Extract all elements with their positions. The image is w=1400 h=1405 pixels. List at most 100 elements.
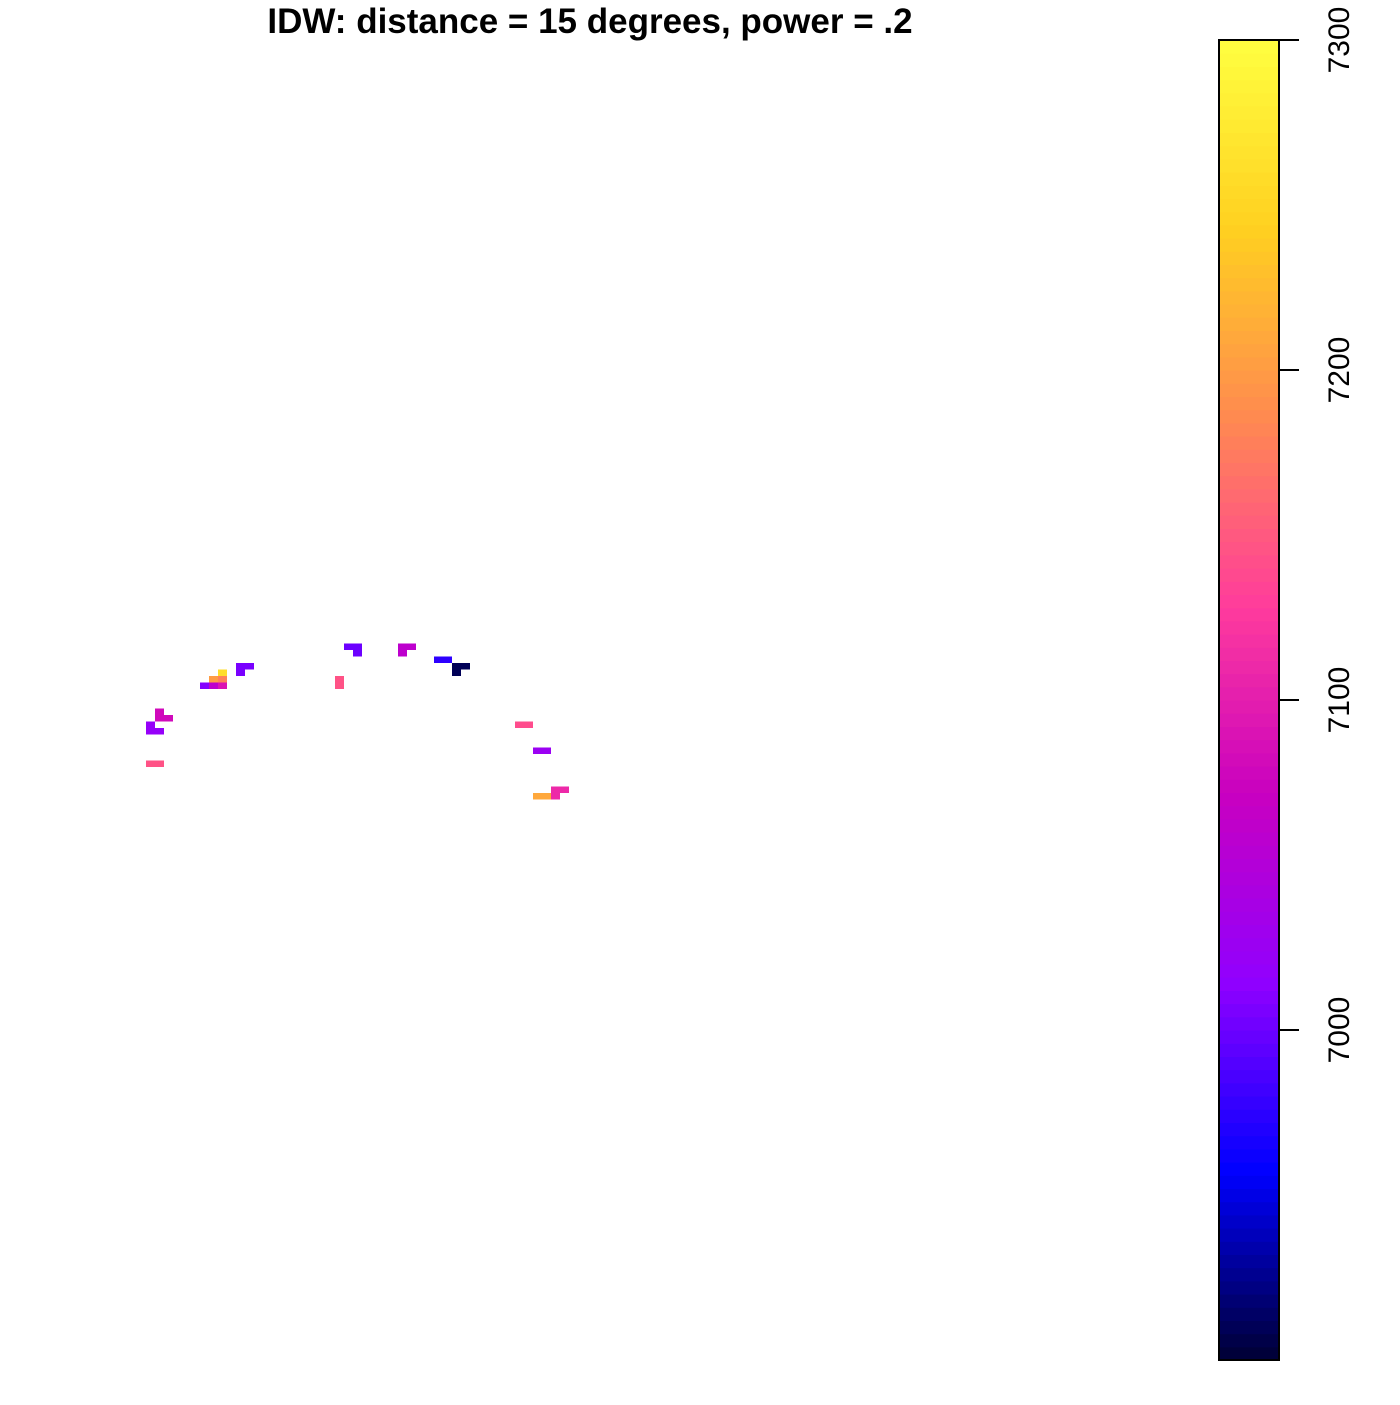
colorbar-band xyxy=(1219,898,1279,912)
colorbar-band xyxy=(1219,977,1279,991)
heatmap-cell xyxy=(452,663,461,670)
heatmap-cell xyxy=(524,721,533,728)
heatmap-cell xyxy=(245,663,254,670)
colorbar-band xyxy=(1219,845,1279,859)
colorbar-band xyxy=(1219,1003,1279,1018)
heatmap-cell xyxy=(443,656,452,663)
colorbar-band xyxy=(1219,356,1279,371)
heatmap-cell xyxy=(542,747,551,754)
colorbar-band xyxy=(1219,211,1279,226)
colorbar-band xyxy=(1219,330,1279,345)
colorbar-band xyxy=(1219,1082,1279,1097)
colorbar-band xyxy=(1219,264,1279,279)
heatmap-cell xyxy=(218,669,227,676)
colorbar-band xyxy=(1219,1320,1279,1335)
colorbar-band xyxy=(1219,1346,1279,1361)
colorbar-band xyxy=(1219,541,1279,556)
heatmap-cell xyxy=(515,721,524,728)
heatmap-cell xyxy=(155,708,164,715)
heatmap-cell xyxy=(560,786,569,793)
colorbar-band xyxy=(1219,224,1279,239)
colorbar-band xyxy=(1219,1254,1279,1269)
colorbar-band xyxy=(1219,422,1279,437)
colorbar-band xyxy=(1219,713,1279,727)
colorbar-band xyxy=(1219,620,1279,635)
heatmap-cell xyxy=(452,669,461,676)
colorbar-ticks: 7000 7100 7200 7300 xyxy=(1279,7,1356,1063)
colorbar-band xyxy=(1219,686,1279,701)
colorbar-band xyxy=(1219,370,1279,384)
heatmap-cell xyxy=(218,676,227,683)
heatmap-cell xyxy=(155,760,164,767)
colorbar-band xyxy=(1219,1267,1279,1282)
heatmap-cell xyxy=(209,682,218,689)
colorbar-band xyxy=(1219,1069,1279,1084)
colorbar-bands xyxy=(1219,40,1279,1361)
colorbar-band xyxy=(1219,396,1279,411)
colorbar-band xyxy=(1219,436,1279,450)
colorbar-band xyxy=(1219,792,1279,807)
heatmap-cell xyxy=(236,669,245,676)
colorbar-band xyxy=(1219,871,1279,886)
colorbar-band xyxy=(1219,475,1279,490)
heatmap-cell xyxy=(407,643,416,650)
colorbar-tick-label: 7200 xyxy=(1323,337,1356,404)
colorbar-band xyxy=(1219,581,1279,595)
colorbar-band xyxy=(1219,185,1279,199)
colorbar-band xyxy=(1219,700,1279,714)
heatmap-cell xyxy=(218,682,227,689)
heatmap-cell xyxy=(344,643,353,650)
colorbar-band xyxy=(1219,554,1279,569)
colorbar-band xyxy=(1219,317,1279,331)
colorbar-band xyxy=(1219,1175,1279,1189)
colorbar-band xyxy=(1219,119,1279,133)
heatmap-cell xyxy=(533,793,542,800)
colorbar-band xyxy=(1219,198,1279,213)
colorbar-band xyxy=(1219,673,1279,688)
colorbar-band xyxy=(1219,528,1279,543)
colorbar-band xyxy=(1219,145,1279,160)
colorbar-band xyxy=(1219,1188,1279,1203)
colorbar-band xyxy=(1219,172,1279,186)
heatmap-cell xyxy=(551,793,560,800)
colorbar-band xyxy=(1219,1030,1279,1044)
colorbar-band xyxy=(1219,449,1279,463)
colorbar-band xyxy=(1219,53,1279,67)
colorbar-band xyxy=(1219,238,1279,252)
colorbar-band xyxy=(1219,634,1279,648)
colorbar-band xyxy=(1219,251,1279,265)
colorbar-band xyxy=(1219,106,1279,120)
colorbar-band xyxy=(1219,1241,1279,1255)
colorbar-band xyxy=(1219,1135,1279,1150)
colorbar-band xyxy=(1219,818,1279,833)
colorbar-band xyxy=(1219,1148,1279,1163)
heatmap-cell xyxy=(155,715,164,722)
heatmap-cell xyxy=(200,682,209,689)
colorbar-band xyxy=(1219,660,1279,675)
colorbar-band xyxy=(1219,990,1279,1005)
heatmap-cell xyxy=(542,793,551,800)
colorbar-band xyxy=(1219,752,1279,767)
colorbar-band xyxy=(1219,1122,1279,1137)
heatmap-cell xyxy=(461,663,470,670)
colorbar-band xyxy=(1219,304,1279,318)
heatmap-cell xyxy=(353,650,362,657)
colorbar-band xyxy=(1219,79,1279,94)
heatmap-cells xyxy=(146,643,569,800)
colorbar-band xyxy=(1219,805,1279,820)
heatmap-cell xyxy=(146,721,155,728)
colorbar-band xyxy=(1219,158,1279,173)
colorbar-band xyxy=(1219,383,1279,397)
heatmap-cell xyxy=(209,676,218,683)
heatmap-cell xyxy=(236,663,245,670)
colorbar-band xyxy=(1219,1214,1279,1229)
colorbar-band xyxy=(1219,911,1279,925)
colorbar-band xyxy=(1219,937,1279,952)
colorbar-band xyxy=(1219,779,1279,793)
colorbar-band xyxy=(1219,1228,1279,1242)
colorbar-band xyxy=(1219,40,1279,54)
colorbar-band xyxy=(1219,343,1279,358)
colorbar-band xyxy=(1219,66,1279,81)
